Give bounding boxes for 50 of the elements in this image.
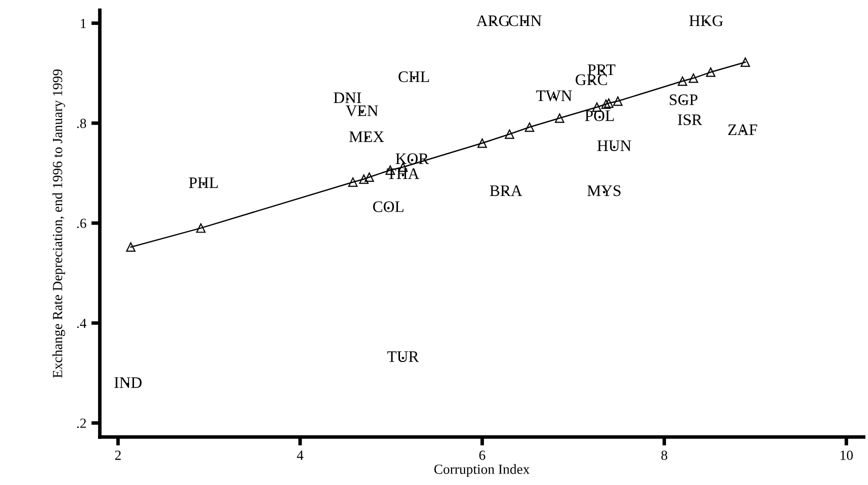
data-label: COL [373, 201, 404, 212]
y-tick-label: .2 [77, 418, 86, 428]
data-label: DNI [334, 92, 362, 104]
point [601, 99, 611, 109]
point [477, 138, 487, 148]
data-label: MEX [349, 132, 384, 142]
point [613, 96, 623, 106]
data-label: TUR [387, 351, 419, 362]
x-tick-label: 8 [661, 450, 668, 460]
x-tick-label: 10 [840, 450, 853, 460]
data-label: ZAF [728, 124, 758, 135]
data-label: HKG [689, 15, 723, 26]
point [678, 76, 688, 86]
point [604, 98, 614, 108]
data-label: TWN [536, 90, 572, 102]
y-tick-label: .6 [77, 218, 86, 228]
y-tick-label: .8 [77, 118, 86, 128]
point [504, 129, 514, 139]
data-label: ISR [678, 114, 702, 126]
data-label: POL [585, 110, 614, 122]
point [688, 73, 698, 83]
point [196, 223, 206, 233]
y-tick-label: .4 [77, 318, 86, 328]
data-label: ARG [476, 15, 510, 26]
point [706, 67, 716, 77]
data-label: IND [114, 377, 142, 388]
data-label: GRC [576, 74, 607, 86]
point [740, 57, 750, 67]
x-tick-label: 6 [479, 450, 486, 460]
point [348, 177, 358, 187]
point [524, 122, 534, 132]
point [126, 242, 136, 252]
x-tick-label: 2 [115, 450, 121, 460]
data-label: CHL [398, 71, 429, 82]
data-label: PRT [588, 64, 616, 75]
data-label: MYS [587, 185, 621, 196]
point [359, 174, 369, 184]
point [554, 113, 564, 123]
data-label: VEN [346, 106, 378, 116]
y-tick-label: 1 [80, 18, 86, 28]
point [364, 172, 374, 182]
data-label: HUN [597, 140, 632, 152]
x-tick-label: 4 [296, 450, 304, 460]
data-label: SGP [670, 94, 698, 106]
data-label: BRA [490, 185, 522, 196]
data-label: CHN [508, 15, 542, 26]
x-axis-title: Corruption Index [434, 464, 530, 477]
y-axis-title: Exchange Rate Depreciation, end 1996 to January 1999 [52, 70, 66, 378]
data-label: PHL [188, 177, 218, 188]
data-label: KOR [396, 153, 429, 164]
